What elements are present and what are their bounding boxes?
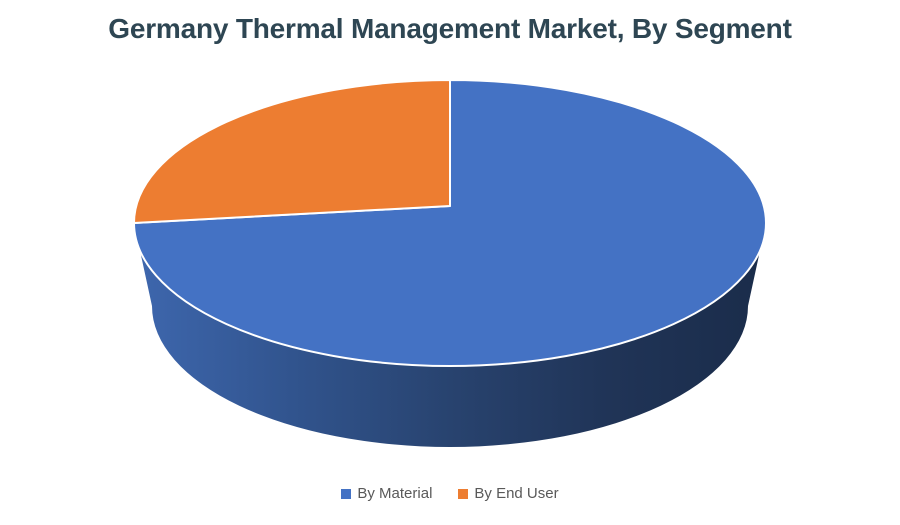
chart-legend: By Material By End User xyxy=(0,485,900,502)
legend-swatch-by-material xyxy=(341,488,352,499)
legend-label-by-material: By Material xyxy=(357,485,433,502)
chart-title: Germany Thermal Management Market, By Se… xyxy=(108,13,792,44)
pie-slice-by-end-user xyxy=(133,79,451,224)
pie-side-rim xyxy=(134,223,766,447)
legend-item-by-end-user: By End User xyxy=(458,485,559,502)
legend-item-by-material: By Material xyxy=(341,485,432,502)
legend-swatch-by-end-user xyxy=(458,488,469,499)
legend-label-by-end-user: By End User xyxy=(474,485,559,502)
pie-slice-by-material xyxy=(133,79,767,367)
